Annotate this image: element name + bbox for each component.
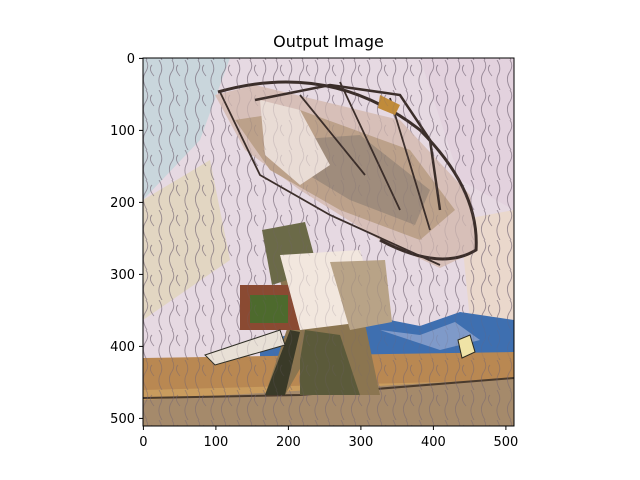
y-tick-label: 500 <box>110 412 135 427</box>
stylized-telescope-image <box>143 58 514 426</box>
y-tick-label: 300 <box>110 268 135 283</box>
y-tick-label: 0 <box>127 52 135 67</box>
x-axis: 0 100 200 300 400 500 <box>139 426 518 450</box>
x-tick-label: 300 <box>348 435 373 450</box>
x-tick-label: 200 <box>276 435 301 450</box>
y-tick-label: 100 <box>110 124 135 139</box>
plot-title: Output Image <box>273 32 384 51</box>
x-tick-label: 400 <box>421 435 446 450</box>
x-tick-label: 500 <box>493 435 518 450</box>
x-tick-label: 0 <box>139 435 147 450</box>
y-axis: 0 100 200 300 400 500 <box>110 52 143 427</box>
y-tick-label: 200 <box>110 196 135 211</box>
x-tick-label: 100 <box>203 435 228 450</box>
y-tick-label: 400 <box>110 340 135 355</box>
